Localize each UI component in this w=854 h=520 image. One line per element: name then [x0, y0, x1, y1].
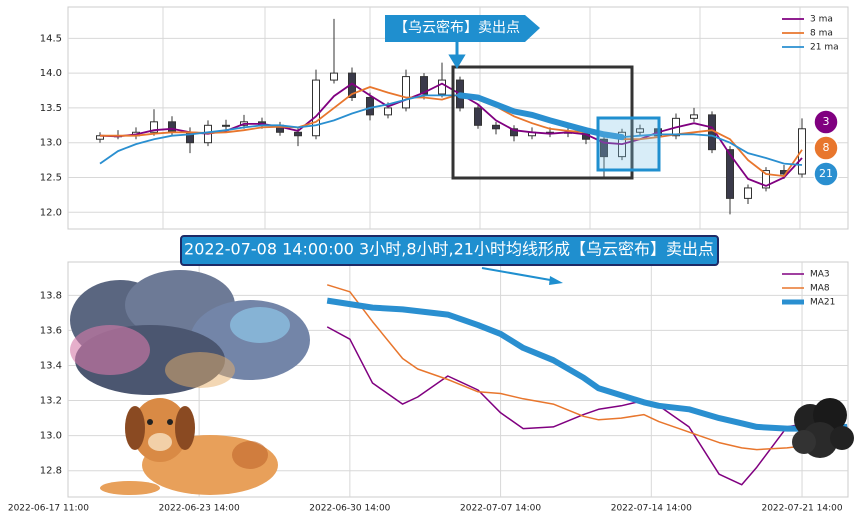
- ma-line: [326, 297, 848, 432]
- down-arrow: [448, 42, 466, 69]
- marks: 12.0 12.5 13.0 13.5 14.0 14.5 3 ma 8 ma 21 ma 3 8 2…: [8, 15, 848, 514]
- cloud-illustration: [70, 270, 310, 395]
- ma-line: [326, 284, 848, 451]
- candle-body: [690, 114, 698, 119]
- badge-label: 3: [823, 115, 830, 128]
- y-tick-label: 13.0: [40, 431, 62, 442]
- focus-box: [451, 65, 634, 180]
- candle-body: [222, 124, 230, 127]
- ma-line: [326, 326, 848, 486]
- y-tick-label: 13.5: [40, 103, 62, 114]
- badge: [813, 109, 839, 135]
- x-tick-label: 2022-07-14 14:00: [611, 504, 692, 514]
- badge-label: 21: [819, 167, 833, 180]
- y-tick-label: 13.2: [40, 396, 62, 407]
- candle-body: [168, 121, 176, 133]
- x-tick-label: 2022-06-17 11:00: [8, 504, 89, 514]
- banner: [180, 235, 719, 266]
- y-tick-label: 14.5: [40, 33, 62, 44]
- candle-body: [510, 128, 518, 137]
- x-tick-label: 2022-06-30 14:00: [309, 504, 390, 514]
- y-tick-label: 13.8: [40, 290, 62, 301]
- annotation: 【乌云密布】卖出点: [394, 19, 520, 36]
- banner-text: 2022-07-08 14:00:00 3小时,8小时,21小时均线形成【乌云密…: [184, 240, 714, 259]
- ma-line: [99, 94, 803, 166]
- candle-body: [474, 107, 482, 126]
- dark-cloud: [792, 398, 854, 458]
- candle-body: [312, 79, 320, 137]
- candle-body: [798, 128, 806, 175]
- candle-body: [636, 128, 644, 133]
- legend-label: 8 ma: [810, 29, 833, 39]
- dog-illustration: [100, 398, 278, 495]
- annotation-arrow-box: [385, 15, 540, 42]
- candle-body: [600, 138, 608, 158]
- ma-highlight: [457, 92, 625, 141]
- x-tick-label: 2022-07-21 14:00: [761, 504, 842, 514]
- candle-body: [366, 96, 374, 116]
- pointer: [481, 267, 557, 282]
- candle-body: [150, 121, 158, 133]
- pointer-head: [549, 276, 563, 285]
- x-tick-label: 2022-07-07 14:00: [460, 504, 541, 514]
- candle-body: [384, 107, 392, 116]
- candle-body: [330, 72, 338, 81]
- ma-line: [100, 86, 803, 178]
- y-tick-label: 13.4: [40, 360, 62, 371]
- legend-label: MA8: [810, 284, 830, 294]
- legend-label: MA3: [810, 270, 830, 280]
- candle-body: [762, 170, 770, 189]
- candle-body: [438, 79, 446, 95]
- candle-body: [726, 149, 734, 199]
- candle-body: [420, 76, 428, 95]
- legend-label: MA21: [810, 298, 835, 308]
- y-tick-label: 13.0: [40, 138, 62, 149]
- candle-body: [294, 131, 302, 137]
- y-tick-label: 12.0: [40, 207, 62, 218]
- y-tick-label: 12.8: [40, 466, 62, 477]
- badge: [813, 135, 839, 161]
- candle-body: [744, 187, 752, 199]
- y-tick-label: 13.6: [40, 325, 62, 336]
- candle-body: [492, 124, 500, 130]
- candle-body: [402, 76, 410, 109]
- signal-box: [596, 116, 661, 172]
- badge-label: 8: [823, 141, 830, 154]
- legend-label: 21 ma: [810, 43, 839, 53]
- y-tick-label: 12.5: [40, 173, 62, 184]
- x-tick-label: 2022-06-23 14:00: [159, 504, 240, 514]
- legend-label: 3 ma: [810, 15, 833, 25]
- y-tick-label: 14.0: [40, 68, 62, 79]
- decor: [70, 15, 854, 495]
- badge: [813, 161, 839, 187]
